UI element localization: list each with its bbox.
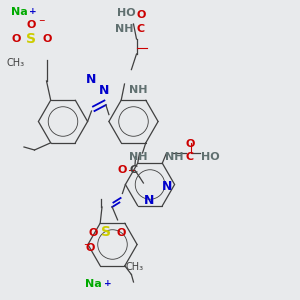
- Text: S: S: [101, 226, 111, 239]
- Text: NH: NH: [116, 23, 134, 34]
- Text: +: +: [29, 7, 37, 16]
- Text: O: O: [136, 10, 146, 20]
- Text: +: +: [104, 279, 112, 288]
- Text: CH₃: CH₃: [7, 58, 25, 68]
- Text: O: O: [11, 34, 21, 44]
- Text: C: C: [186, 152, 194, 162]
- Text: N: N: [144, 194, 154, 208]
- Text: CH₃: CH₃: [125, 262, 143, 272]
- Text: C: C: [129, 165, 137, 176]
- Text: O: O: [186, 139, 195, 149]
- Text: Na: Na: [85, 279, 102, 290]
- Text: HO: HO: [201, 152, 220, 162]
- Text: N: N: [162, 180, 172, 193]
- Text: C: C: [136, 23, 145, 34]
- Text: NH: NH: [129, 85, 148, 95]
- Text: S: S: [26, 32, 36, 46]
- Text: HO: HO: [117, 8, 136, 19]
- Text: O: O: [116, 227, 126, 238]
- Text: O: O: [85, 243, 95, 254]
- Text: O: O: [26, 20, 36, 30]
- Text: ⁻: ⁻: [83, 241, 90, 254]
- Text: O: O: [42, 34, 51, 44]
- Text: ⁻: ⁻: [38, 17, 45, 31]
- Text: O: O: [88, 227, 98, 238]
- Text: NH: NH: [129, 152, 148, 162]
- Text: Na: Na: [11, 7, 28, 17]
- Text: N: N: [85, 73, 96, 86]
- Text: NH: NH: [165, 152, 184, 162]
- Text: N: N: [99, 83, 110, 97]
- Text: O: O: [117, 165, 126, 176]
